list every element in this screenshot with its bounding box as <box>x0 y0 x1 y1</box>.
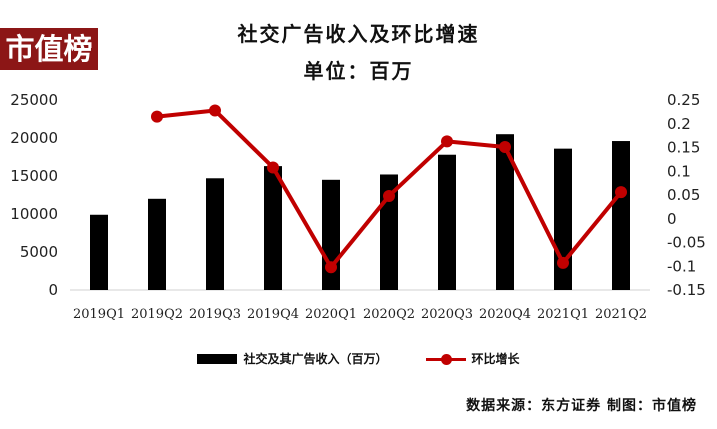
qoq-growth-point <box>325 261 337 274</box>
legend-line-swatch <box>425 352 466 366</box>
x-tick-label: 2020Q4 <box>479 307 531 322</box>
y-left-tick-label: 5000 <box>20 243 58 261</box>
y-right-tick-label: -0.1 <box>667 257 696 275</box>
x-tick-label: 2020Q3 <box>421 307 473 322</box>
legend-item-bar: 社交及其广告收入（百万） <box>197 350 388 367</box>
chart-subtitle: 单位：百万 <box>303 59 414 83</box>
x-tick-label: 2021Q2 <box>595 307 647 322</box>
y-right-tick-label: 0.05 <box>667 186 700 204</box>
x-tick-label: 2020Q1 <box>305 307 357 322</box>
x-tick-label: 2020Q2 <box>363 307 415 322</box>
y-right-tick-label: -0.15 <box>667 281 706 299</box>
revenue-bar <box>612 141 630 290</box>
y-right-tick-label: 0.25 <box>667 91 700 109</box>
y-right-tick-label: 0.1 <box>667 162 691 180</box>
y-right-tick-label: 0.2 <box>667 115 691 133</box>
x-tick-label: 2019Q4 <box>247 307 299 322</box>
y-left-tick-label: 25000 <box>10 91 58 109</box>
legend-bar-swatch <box>197 353 238 364</box>
qoq-growth-point <box>499 141 511 154</box>
chart-title: 社交广告收入及环比增速 <box>237 22 480 46</box>
y-left-tick-label: 15000 <box>10 167 58 185</box>
legend-item-line: 环比增长 <box>425 350 520 367</box>
x-tick-label: 2021Q1 <box>537 307 589 322</box>
qoq-growth-point <box>557 256 569 269</box>
y-left-tick-label: 0 <box>48 281 58 299</box>
qoq-growth-point <box>383 189 395 202</box>
revenue-bar <box>264 166 282 290</box>
qoq-growth-point <box>151 110 163 123</box>
y-left-tick-label: 20000 <box>10 129 58 147</box>
y-left-tick-label: 10000 <box>10 205 58 223</box>
source-note: 数据来源：东方证券 制图：市值榜 <box>466 398 697 414</box>
chart-legend: 社交及其广告收入（百万） 环比增长 <box>0 350 717 367</box>
x-tick-label: 2019Q3 <box>189 307 241 322</box>
brand-logo: 市值榜 <box>0 28 98 70</box>
qoq-growth-point <box>267 161 279 174</box>
legend-line-label: 环比增长 <box>471 352 520 366</box>
y-right-tick-label: 0.15 <box>667 139 700 157</box>
qoq-growth-point <box>209 104 221 117</box>
qoq-growth-point <box>441 135 453 148</box>
x-tick-label: 2019Q1 <box>73 307 125 322</box>
revenue-bar <box>496 134 514 290</box>
y-right-tick-label: 0 <box>667 210 677 228</box>
revenue-bar <box>206 178 224 290</box>
legend-bar-label: 社交及其广告收入（百万） <box>243 352 388 366</box>
revenue-bar <box>90 214 108 290</box>
revenue-bar <box>148 198 166 290</box>
x-tick-label: 2019Q2 <box>131 307 183 322</box>
revenue-bar <box>322 179 340 290</box>
qoq-growth-point <box>615 186 627 199</box>
revenue-bar <box>438 154 456 290</box>
y-right-tick-label: -0.05 <box>667 234 706 252</box>
